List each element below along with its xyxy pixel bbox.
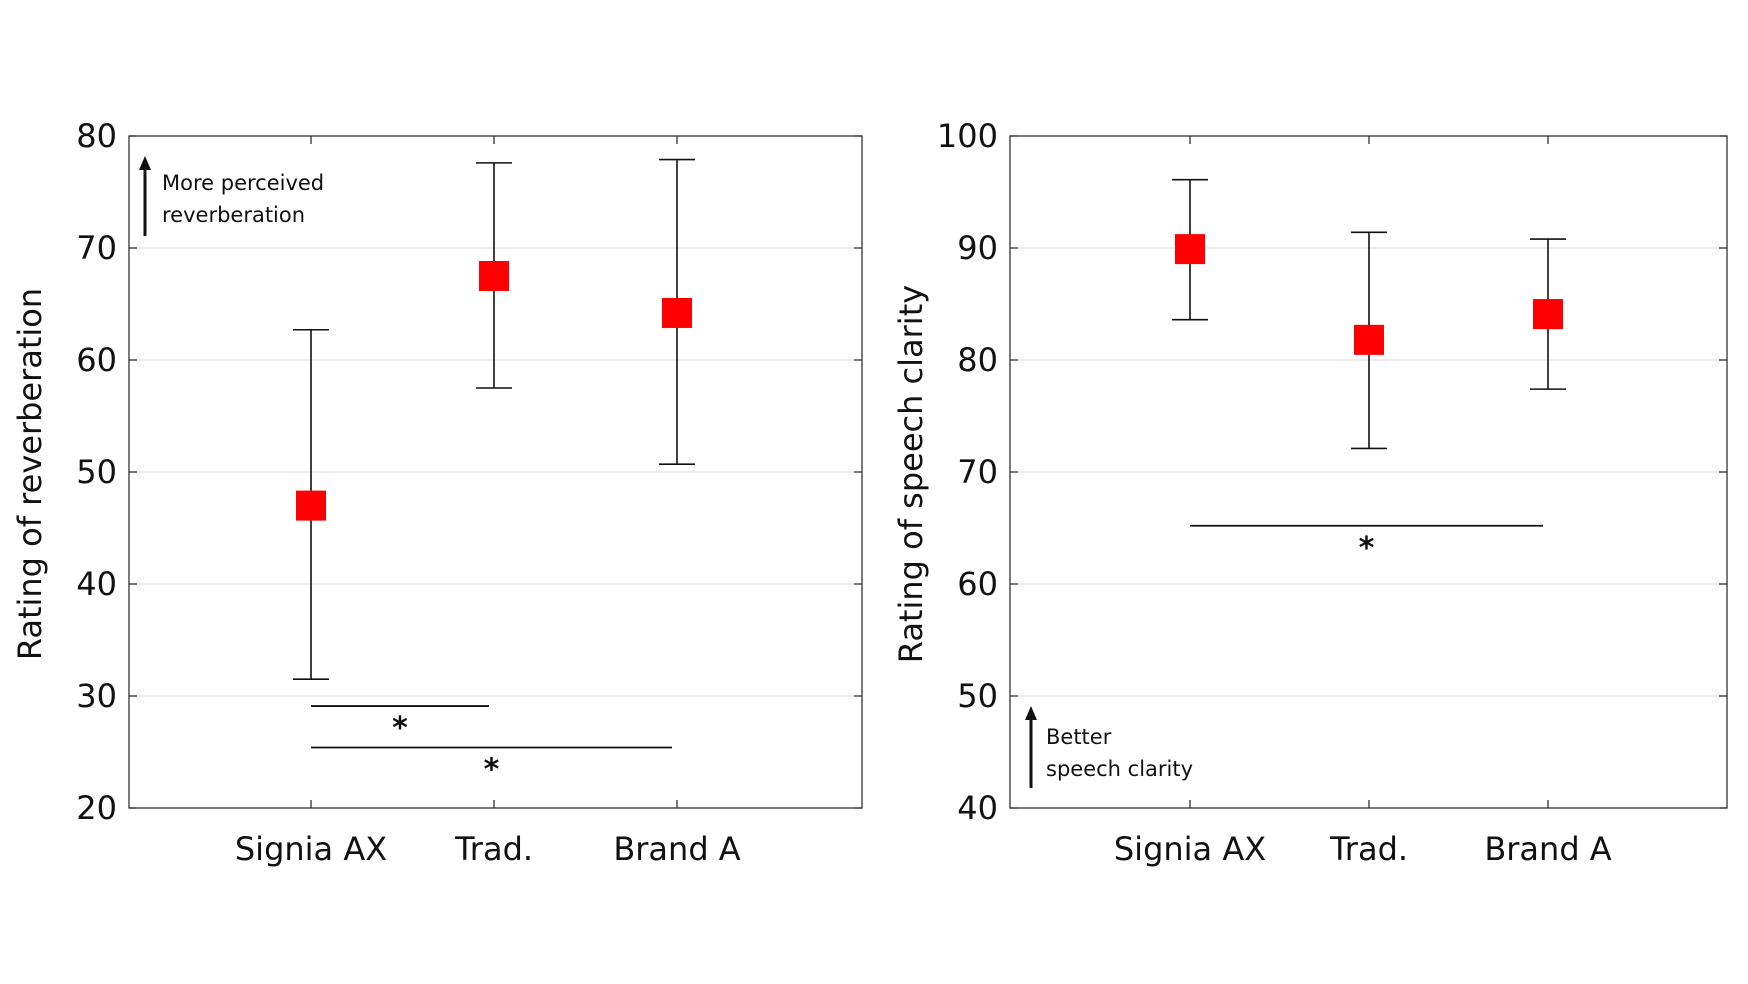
y-axis-title: Rating of speech clarity [892, 285, 930, 663]
y-tick-label: 70 [957, 453, 998, 491]
data-point-1-1 [1354, 324, 1384, 355]
significance-star: * [484, 753, 500, 788]
y-tick-label: 60 [957, 565, 998, 603]
y-tick-label: 40 [957, 789, 998, 827]
annotation-text: speech clarity [1046, 757, 1193, 781]
y-tick-label: 80 [957, 341, 998, 379]
category-label: Signia AX [1114, 830, 1266, 868]
y-tick-label: 70 [76, 229, 117, 267]
y-tick-label: 50 [76, 453, 117, 491]
arrow-up-icon [139, 156, 151, 170]
y-tick-label: 30 [76, 677, 117, 715]
significance-star: * [392, 711, 408, 746]
data-point-1-2 [1533, 299, 1563, 330]
data-point-0-0 [296, 490, 326, 521]
y-axis-title: Rating of reverberation [11, 288, 49, 660]
data-point-1-0 [1175, 234, 1205, 265]
y-tick-label: 50 [957, 677, 998, 715]
category-label: Trad. [1329, 830, 1408, 868]
data-point-0-1 [479, 261, 509, 291]
data-point-0-2 [662, 297, 692, 328]
annotation-text: More perceived [162, 171, 324, 195]
y-tick-label: 100 [937, 117, 998, 155]
category-label: Brand A [613, 830, 740, 868]
arrow-up-icon [1025, 706, 1037, 720]
y-tick-label: 60 [76, 341, 117, 379]
category-label: Trad. [454, 830, 533, 868]
y-tick-label: 80 [76, 117, 117, 155]
category-label: Signia AX [235, 830, 387, 868]
y-tick-label: 90 [957, 229, 998, 267]
annotation-text: Better [1046, 725, 1112, 749]
y-tick-label: 20 [76, 789, 117, 827]
category-label: Brand A [1484, 830, 1611, 868]
significance-star: * [1359, 531, 1375, 566]
y-tick-label: 40 [76, 565, 117, 603]
annotation-text: reverberation [162, 203, 305, 227]
